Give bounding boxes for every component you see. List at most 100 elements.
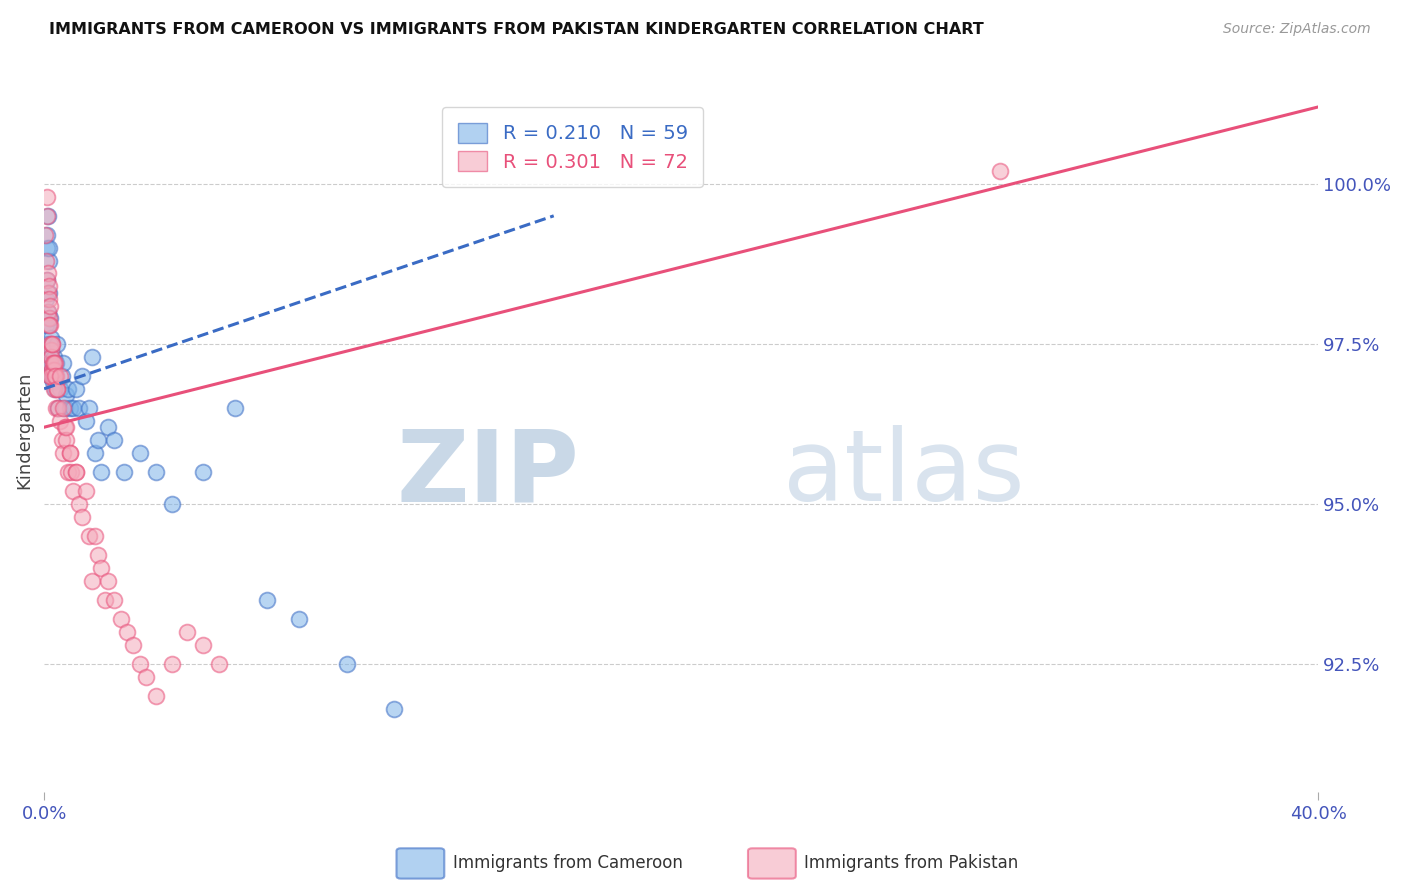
Point <box>77 401 100 415</box>
Point <box>38 253 60 268</box>
Point <box>72 509 94 524</box>
Point <box>87 433 110 447</box>
Point <box>37 285 59 300</box>
Point <box>90 465 112 479</box>
Point <box>42 350 65 364</box>
Point <box>112 465 135 479</box>
Point <box>208 657 231 672</box>
Point <box>41 350 63 364</box>
Point <box>39 343 62 358</box>
Point <box>44 368 66 383</box>
Point <box>41 337 63 351</box>
Point <box>38 285 60 300</box>
Point <box>67 401 90 415</box>
Point <box>42 368 65 383</box>
Point <box>51 368 73 383</box>
Point <box>93 593 115 607</box>
Point <box>37 267 59 281</box>
Point <box>122 638 145 652</box>
Point <box>75 414 97 428</box>
Point <box>145 465 167 479</box>
Point <box>39 368 62 383</box>
Point <box>45 382 67 396</box>
Text: ZIP: ZIP <box>396 425 579 523</box>
Point <box>39 330 62 344</box>
Point <box>55 433 77 447</box>
Point <box>115 625 138 640</box>
Point <box>39 356 62 370</box>
Point <box>38 311 60 326</box>
Point <box>37 189 59 203</box>
Point <box>80 574 103 588</box>
Point <box>35 209 58 223</box>
Point <box>128 446 150 460</box>
Point <box>37 228 59 243</box>
Point <box>35 273 58 287</box>
Point <box>37 318 59 332</box>
Point <box>34 228 56 243</box>
Point <box>103 593 125 607</box>
Point <box>55 420 77 434</box>
Point <box>49 414 72 428</box>
Point <box>41 362 63 376</box>
Point <box>65 382 87 396</box>
Point <box>80 350 103 364</box>
Point <box>160 497 183 511</box>
Point <box>52 356 75 370</box>
Point <box>72 368 94 383</box>
Point <box>52 446 75 460</box>
Point <box>75 484 97 499</box>
Text: Immigrants from Pakistan: Immigrants from Pakistan <box>804 855 1018 872</box>
Point <box>67 497 90 511</box>
Point <box>90 561 112 575</box>
Point <box>60 465 83 479</box>
Point <box>42 382 65 396</box>
Point <box>988 164 1011 178</box>
Point <box>53 420 76 434</box>
Point <box>37 305 59 319</box>
Text: IMMIGRANTS FROM CAMEROON VS IMMIGRANTS FROM PAKISTAN KINDERGARTEN CORRELATION CH: IMMIGRANTS FROM CAMEROON VS IMMIGRANTS F… <box>49 22 984 37</box>
Text: Immigrants from Cameroon: Immigrants from Cameroon <box>453 855 682 872</box>
Point <box>35 241 58 255</box>
Point <box>49 368 72 383</box>
Point <box>41 376 63 390</box>
Point <box>48 401 70 415</box>
Point <box>38 279 60 293</box>
Point <box>56 465 79 479</box>
Point <box>224 401 246 415</box>
Point <box>97 420 120 434</box>
Point <box>84 446 107 460</box>
Point <box>45 356 67 370</box>
Point <box>45 337 67 351</box>
Point <box>44 382 66 396</box>
Point <box>49 382 72 396</box>
Point <box>110 612 132 626</box>
Point <box>41 350 63 364</box>
Point <box>35 253 58 268</box>
Point <box>103 433 125 447</box>
Point <box>44 362 66 376</box>
Point <box>38 241 60 255</box>
Point <box>39 356 62 370</box>
Point <box>256 593 278 607</box>
Text: Source: ZipAtlas.com: Source: ZipAtlas.com <box>1223 22 1371 37</box>
Point <box>38 337 60 351</box>
Point <box>77 529 100 543</box>
Point <box>37 305 59 319</box>
Point <box>45 401 67 415</box>
Point <box>97 574 120 588</box>
Point <box>128 657 150 672</box>
Point <box>62 484 84 499</box>
Point <box>41 368 63 383</box>
Point <box>37 337 59 351</box>
Point <box>42 356 65 370</box>
Point <box>41 356 63 370</box>
Point <box>45 382 67 396</box>
Point <box>38 298 60 312</box>
Point <box>35 318 58 332</box>
Point <box>38 292 60 306</box>
Point <box>35 292 58 306</box>
Point <box>45 368 67 383</box>
Point <box>44 368 66 383</box>
Point <box>145 690 167 704</box>
